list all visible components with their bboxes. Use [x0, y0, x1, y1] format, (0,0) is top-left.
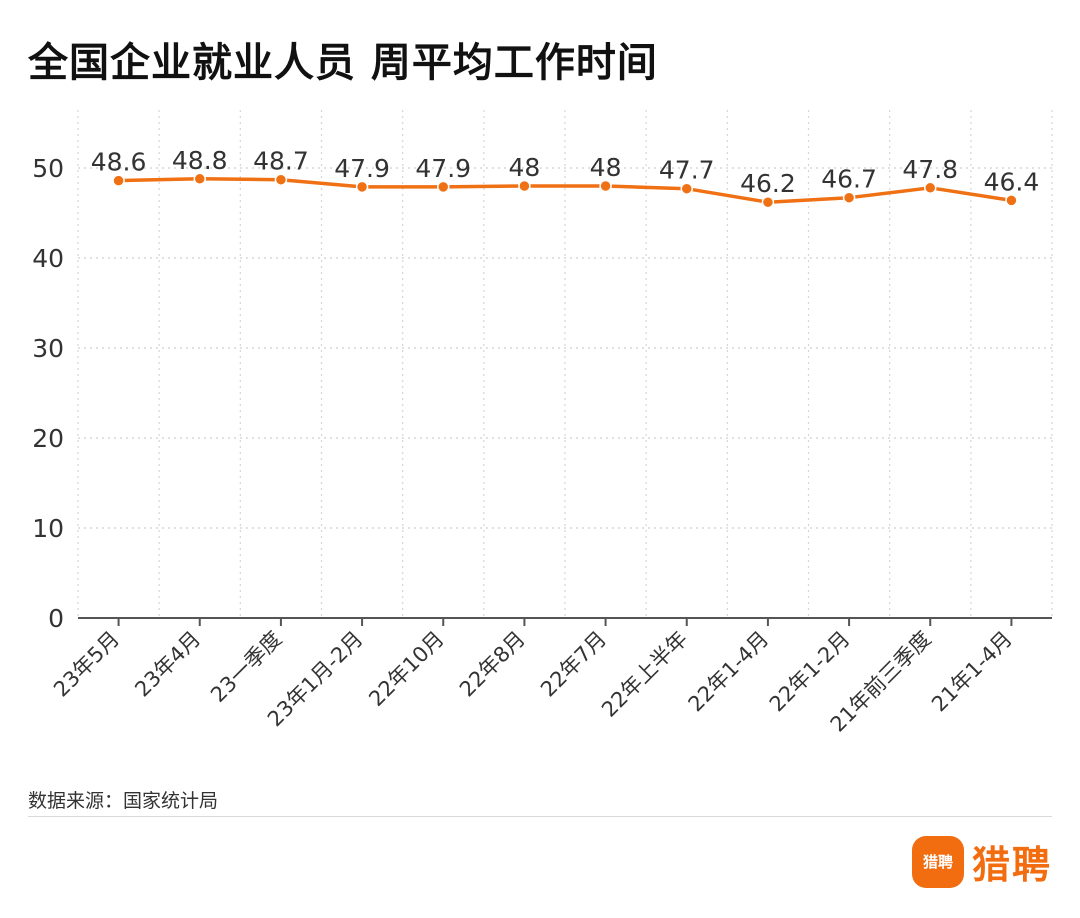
- x-tick-label: 22年上半年: [597, 627, 692, 722]
- data-label: 48: [509, 153, 541, 182]
- data-label: 47.8: [902, 155, 958, 184]
- data-label: 46.2: [740, 169, 796, 198]
- brand-logo: 猎聘 猎聘: [911, 834, 1052, 889]
- data-point: [518, 179, 531, 193]
- x-tick-label: 21年1-4月: [927, 627, 1017, 717]
- data-point: [599, 179, 612, 193]
- x-tick-label: 22年8月: [455, 627, 530, 702]
- data-point: [112, 174, 125, 187]
- x-tick-label: 23年4月: [130, 627, 205, 702]
- data-point: [924, 181, 937, 195]
- y-tick-label: 40: [32, 244, 64, 273]
- series-line: [118, 177, 1012, 204]
- data-label: 48.8: [172, 146, 228, 175]
- x-tick-label: 23年5月: [49, 627, 124, 702]
- logo-brand-text: 猎聘: [971, 843, 1052, 887]
- footer-divider: [28, 816, 1052, 817]
- data-point: [761, 195, 775, 209]
- data-source-note: 数据来源：国家统计局: [28, 790, 219, 812]
- data-point: [680, 182, 693, 195]
- data-label: 47.9: [415, 154, 471, 183]
- y-tick-label: 10: [32, 514, 64, 543]
- data-point: [437, 180, 450, 194]
- y-tick-label: 50: [32, 154, 64, 183]
- x-tick-label: 22年7月: [536, 627, 611, 702]
- data-point: [842, 191, 856, 204]
- x-tick-label: 22年1-4月: [684, 627, 774, 717]
- y-tick-label: 20: [32, 424, 64, 453]
- x-tick-label: 23一季度: [206, 627, 286, 707]
- logo-badge-text: 猎聘: [922, 853, 953, 871]
- liepin-logo-icon: 猎聘: [911, 835, 964, 888]
- data-point: [1005, 194, 1018, 207]
- chart-title: 全国企业就业人员 周平均工作时间: [28, 40, 658, 86]
- data-label: 47.9: [334, 154, 390, 183]
- data-label: 48.6: [91, 148, 147, 177]
- data-point: [355, 180, 369, 194]
- data-label: 48.7: [253, 147, 309, 176]
- data-label: 46.4: [984, 167, 1040, 196]
- data-point: [193, 172, 206, 186]
- data-label: 47.7: [659, 156, 715, 185]
- data-label: 46.7: [821, 165, 877, 194]
- data-point: [274, 173, 288, 186]
- x-tick-label: 22年10月: [364, 627, 448, 711]
- y-tick-label: 0: [48, 604, 64, 633]
- data-label: 48: [590, 153, 622, 182]
- y-tick-label: 30: [32, 334, 64, 363]
